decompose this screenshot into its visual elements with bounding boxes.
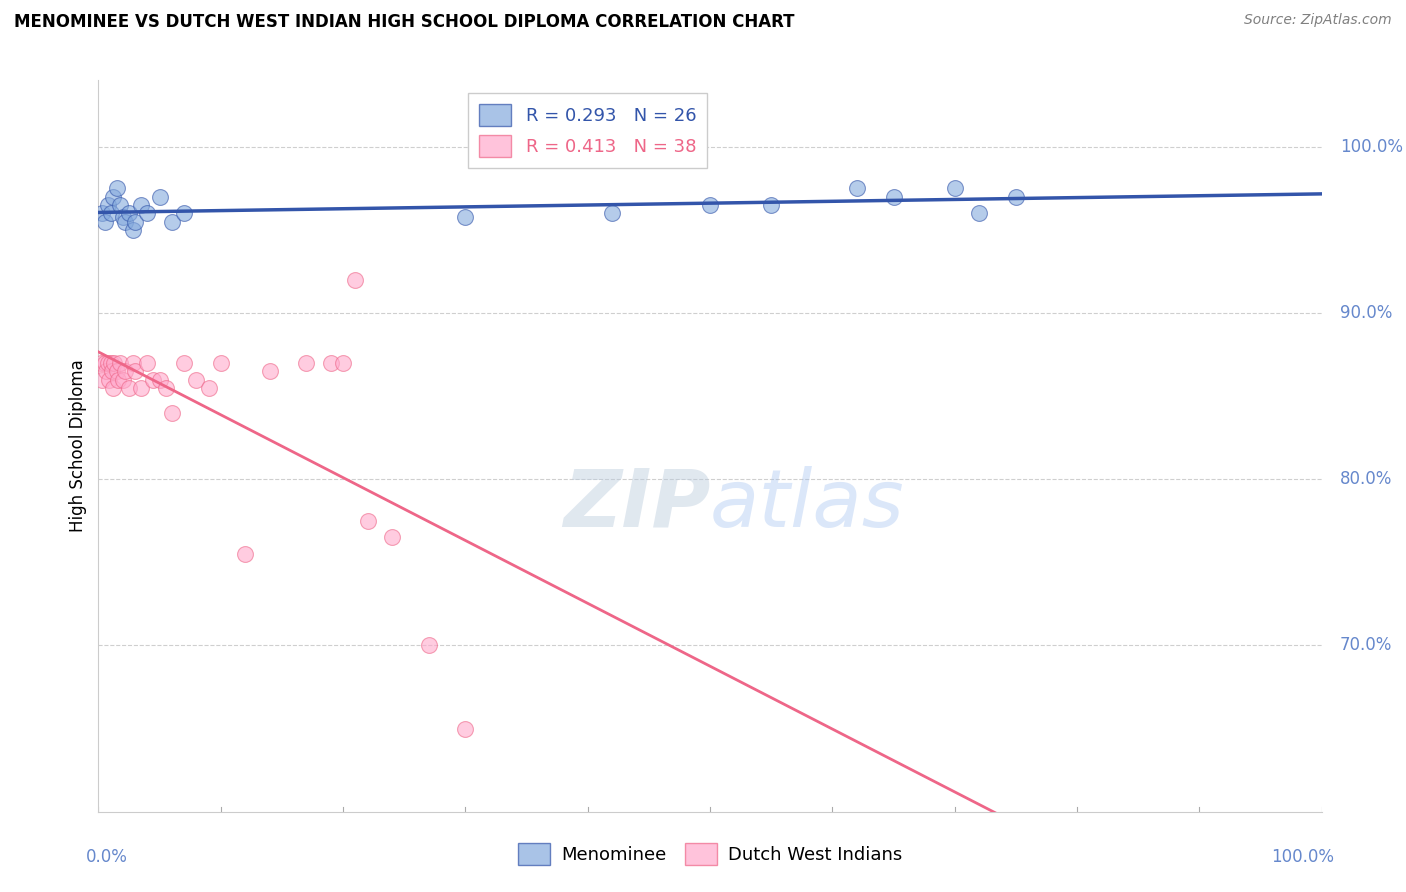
Point (160, 214, 183, 228)
Point (883, 189, 905, 203)
Point (91, 372, 114, 386)
Point (124, 364, 146, 378)
Point (105, 364, 128, 378)
Point (118, 381, 141, 395)
Point (100, 206, 122, 220)
Point (259, 364, 281, 378)
Point (418, 639, 440, 653)
Text: MENOMINEE VS DUTCH WEST INDIAN HIGH SCHOOL DIPLOMA CORRELATION CHART: MENOMINEE VS DUTCH WEST INDIAN HIGH SCHO… (14, 13, 794, 31)
Text: 70.0%: 70.0% (1340, 637, 1392, 655)
Point (110, 356, 132, 370)
Point (699, 198, 721, 212)
Point (173, 356, 195, 370)
Point (97, 356, 120, 370)
Point (943, 181, 966, 195)
Point (114, 364, 136, 378)
Point (1004, 189, 1026, 203)
Point (97, 198, 120, 212)
Point (94, 364, 117, 378)
Point (103, 356, 125, 370)
Point (101, 189, 124, 203)
Point (91, 206, 114, 220)
Point (121, 356, 143, 370)
Point (233, 547, 256, 561)
Point (197, 381, 219, 395)
Point (100, 356, 122, 370)
Point (129, 198, 152, 212)
Text: ZIP: ZIP (562, 466, 710, 543)
Point (98, 372, 121, 386)
Point (600, 206, 623, 220)
Point (356, 514, 378, 528)
Point (160, 406, 183, 420)
Point (186, 372, 208, 386)
Text: 0.0%: 0.0% (86, 848, 128, 866)
Point (173, 206, 195, 220)
Text: 90.0%: 90.0% (1340, 304, 1392, 322)
Point (129, 381, 152, 395)
Text: Source: ZipAtlas.com: Source: ZipAtlas.com (1244, 13, 1392, 28)
Point (155, 381, 177, 395)
Point (967, 206, 990, 220)
Point (454, 210, 477, 224)
Point (454, 722, 477, 736)
Legend: Menominee, Dutch West Indians: Menominee, Dutch West Indians (510, 836, 910, 872)
Point (93, 356, 115, 370)
Y-axis label: High School Diploma: High School Diploma (69, 359, 87, 533)
Point (121, 223, 143, 237)
Point (124, 214, 146, 228)
Point (93, 214, 115, 228)
Point (149, 372, 172, 386)
Point (136, 206, 159, 220)
Point (114, 214, 136, 228)
Point (209, 356, 232, 370)
Point (107, 372, 129, 386)
Text: 80.0%: 80.0% (1340, 470, 1392, 488)
Point (295, 356, 318, 370)
Point (332, 356, 354, 370)
Text: 100.0%: 100.0% (1271, 848, 1334, 866)
Point (142, 372, 165, 386)
Point (149, 189, 172, 203)
Point (90, 356, 112, 370)
Point (105, 181, 128, 195)
Point (111, 372, 134, 386)
Point (761, 198, 783, 212)
Point (101, 364, 124, 378)
Point (381, 530, 404, 544)
Text: 100.0%: 100.0% (1340, 137, 1403, 156)
Point (136, 356, 159, 370)
Point (111, 210, 134, 224)
Point (319, 356, 342, 370)
Point (101, 381, 124, 395)
Point (110, 198, 132, 212)
Text: atlas: atlas (710, 466, 905, 543)
Point (344, 273, 367, 287)
Point (118, 206, 141, 220)
Point (845, 181, 868, 195)
